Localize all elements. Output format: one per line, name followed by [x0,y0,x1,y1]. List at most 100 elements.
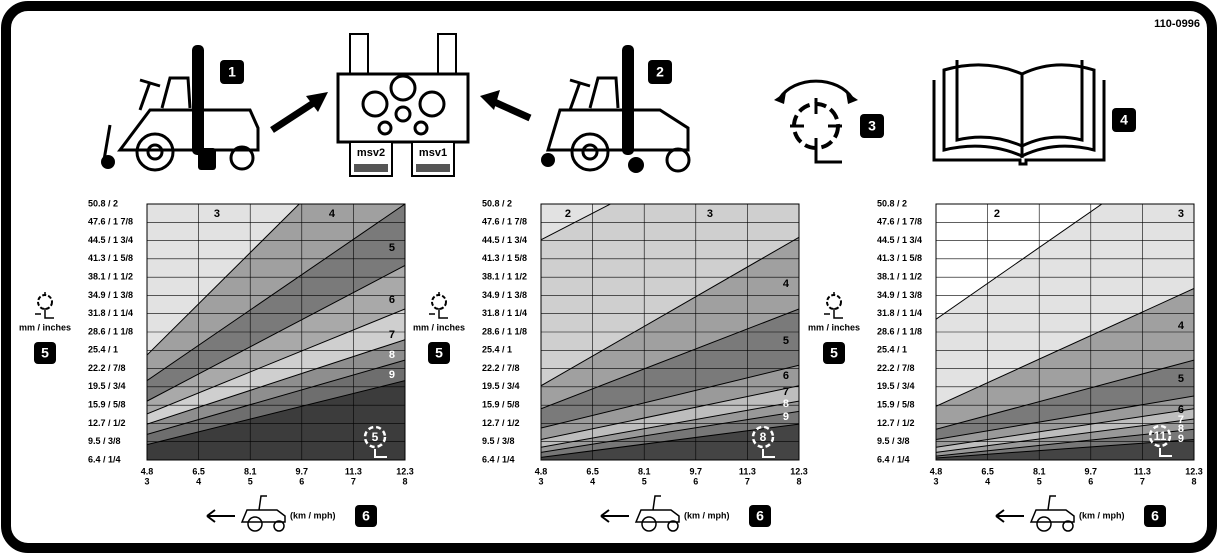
x-label-mph: 8 [402,476,407,486]
x-label-mph: 7 [351,476,356,486]
zone-label: 4 [329,208,336,220]
band-edge [147,380,405,446]
x-label-mph: 4 [196,476,201,486]
band [147,380,405,460]
zone-label: 9 [783,411,789,423]
y-label: 22.2 / 7/8 [482,363,520,373]
y-label: 34.9 / 1 3/8 [877,290,922,300]
zone-label: 3 [1178,208,1184,220]
y-label: 41.3 / 1 5/8 [88,253,133,263]
callout-box [220,60,244,84]
valve-label: msv2 [357,147,385,159]
height-icon [429,292,448,319]
y-label: 12.7 / 1/2 [88,418,126,428]
y-label: 50.8 / 2 [877,198,907,208]
manual-icon [932,60,1106,166]
callout-box [860,114,884,138]
x-label-mph: 3 [538,476,543,486]
arrow [488,96,532,122]
zone-label: 6 [1178,404,1184,416]
height-chart [541,204,799,460]
y-label: 9.5 / 3/8 [877,436,910,446]
x-label-mph: 7 [745,476,750,486]
x-label-km: 12.3 [396,466,414,476]
height-chart [147,204,405,460]
zone-label: 9 [1178,433,1184,445]
y-label: 50.8 / 2 [482,198,512,208]
x-label-km: 4.8 [535,466,548,476]
band-edge [541,308,799,410]
knob-icon [1159,448,1172,457]
y-label: 19.5 / 3/4 [877,381,915,391]
band-edge [936,359,1194,430]
x-label-km: 6.5 [586,466,599,476]
y-label: 25.4 / 1 [877,345,907,355]
y-label: 31.8 / 1 1/4 [877,308,922,318]
y-label: 31.8 / 1 1/4 [482,308,527,318]
callout: 4 [1120,112,1128,128]
x-label-km: 4.8 [930,466,943,476]
callout: 6 [362,508,370,524]
y-label: 28.6 / 1 1/8 [88,326,133,336]
callout: 3 [868,118,876,134]
band-edge [936,418,1194,453]
y-label: 38.1 / 1 1/2 [482,272,527,282]
x-label-mph: 6 [693,476,698,486]
part-number: 110-0996 [1154,18,1200,30]
zone-label: 5 [1178,373,1184,385]
mower-wheel [1036,516,1052,532]
y-label: 44.5 / 1 3/4 [88,235,133,245]
x-label-km: 12.3 [1185,466,1203,476]
x-label-mph: 7 [1140,476,1145,486]
x-label-km: 11.3 [739,466,756,476]
plot-frame [935,203,1195,461]
x-label-mph: 5 [248,476,253,486]
y-label: 6.4 / 1/4 [877,454,910,464]
zone-label: 3 [707,208,713,220]
band-edge [936,395,1194,441]
zone-label: 7 [1178,414,1184,426]
zone-label: 8 [783,398,789,410]
band-edge [541,236,799,387]
height-chart [936,204,1194,460]
valve-block [336,33,470,177]
callout-box [428,342,450,364]
x-label-mph: 4 [985,476,990,486]
x-label-mph: 8 [796,476,801,486]
y-label: 34.9 / 1 3/8 [482,290,527,300]
mower-wheel [667,520,679,532]
zone-label: 4 [783,278,790,290]
zone-label: 2 [565,208,571,220]
x-label-km: 11.3 [345,466,362,476]
callout-box [1112,108,1136,132]
zone-label: 7 [389,329,395,341]
plot-frame [540,203,800,461]
callout-box [823,342,845,364]
mower-wheel [273,520,285,532]
x-label-km: 4.8 [141,466,154,476]
x-label-km: 8.1 [638,466,651,476]
x-label-km: 9.7 [690,466,703,476]
band-edge [541,364,799,429]
y-label: 44.5 / 1 3/4 [877,235,922,245]
y-label: 12.7 / 1/2 [877,418,915,428]
mower-icon [1029,495,1075,523]
y-label: 44.5 / 1 3/4 [482,235,527,245]
unit-label: mm / inches [808,322,860,332]
speed-unit: (km / mph) [1079,510,1125,520]
knob-setting: 8 [760,430,767,444]
mower-icon [240,495,286,523]
band-edge [147,204,300,356]
x-label-mph: 4 [590,476,595,486]
band-edge [147,308,405,415]
band-edge [936,408,1194,448]
y-label: 38.1 / 1 1/2 [88,272,133,282]
x-label-mph: 5 [642,476,647,486]
y-label: 15.9 / 5/8 [877,400,915,410]
y-label: 15.9 / 5/8 [482,400,520,410]
callout: 5 [435,345,443,361]
callout-box [355,505,377,527]
mower-icon [101,45,260,172]
callout-box [34,342,56,364]
x-label-mph: 8 [1191,476,1196,486]
